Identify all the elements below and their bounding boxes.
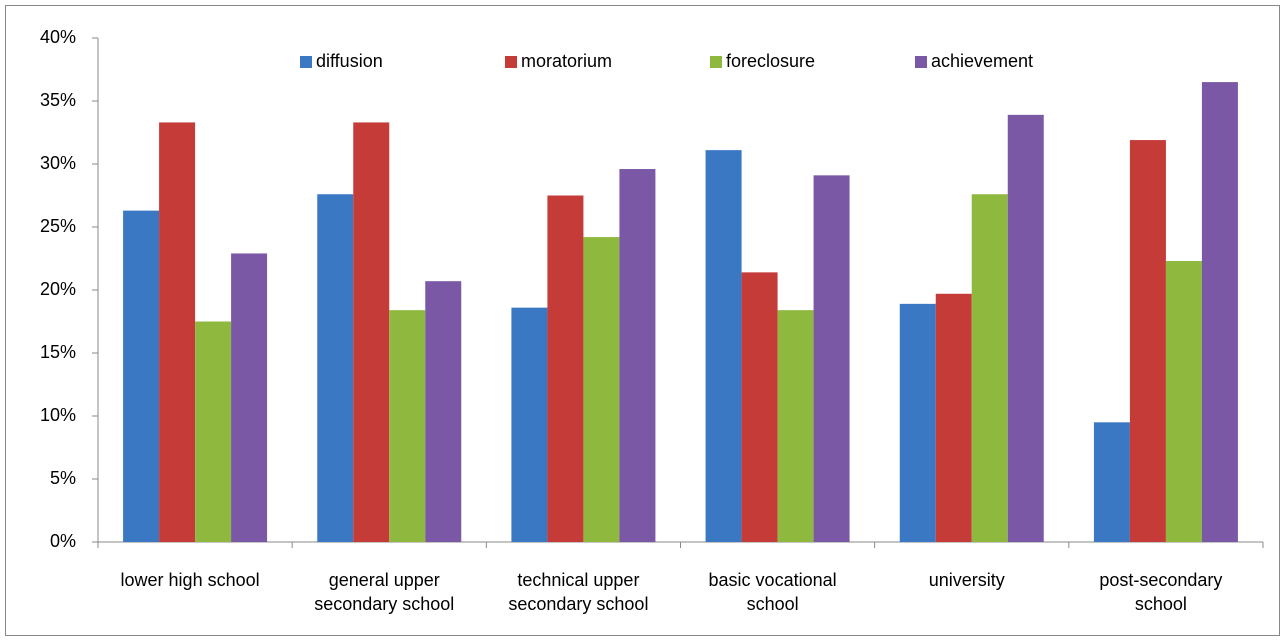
bar bbox=[511, 307, 548, 542]
x-tick-label: post-secondary school bbox=[1099, 570, 1223, 614]
x-tick-label: university bbox=[928, 570, 1005, 590]
bar bbox=[777, 310, 814, 542]
bar bbox=[1129, 140, 1166, 542]
bar bbox=[705, 150, 742, 542]
bar bbox=[741, 272, 778, 542]
bar bbox=[813, 175, 850, 542]
x-tick-label: basic vocational school bbox=[708, 570, 837, 614]
y-tick-label: 25% bbox=[40, 216, 76, 236]
legend-swatch bbox=[915, 56, 927, 68]
bar bbox=[619, 169, 656, 543]
y-tick-label: 20% bbox=[40, 279, 76, 299]
x-tick-label: technical upper secondary school bbox=[508, 570, 649, 614]
bar bbox=[317, 194, 354, 543]
bar bbox=[1007, 114, 1044, 543]
y-tick-label: 35% bbox=[40, 90, 76, 110]
bar bbox=[899, 303, 936, 542]
y-tick-label: 5% bbox=[50, 468, 76, 488]
legend-swatch bbox=[505, 56, 517, 68]
y-tick-label: 40% bbox=[40, 27, 76, 47]
bar bbox=[159, 122, 196, 543]
bar bbox=[971, 194, 1008, 543]
y-tick-label: 10% bbox=[40, 405, 76, 425]
legend-label: diffusion bbox=[316, 51, 383, 71]
y-tick-label: 15% bbox=[40, 342, 76, 362]
legend-label: achievement bbox=[931, 51, 1033, 71]
bar bbox=[353, 122, 390, 543]
legend-swatch bbox=[300, 56, 312, 68]
x-tick-label: general upper secondary school bbox=[314, 570, 455, 614]
bar bbox=[389, 310, 426, 542]
bar bbox=[231, 253, 268, 542]
bar bbox=[1201, 82, 1238, 542]
bar bbox=[583, 237, 620, 542]
bar bbox=[195, 321, 232, 542]
y-tick-label: 30% bbox=[40, 153, 76, 173]
legend-label: moratorium bbox=[521, 51, 612, 71]
legend-swatch bbox=[710, 56, 722, 68]
bar bbox=[123, 210, 160, 542]
bar bbox=[1165, 261, 1202, 542]
bar bbox=[547, 195, 584, 542]
legend-label: foreclosure bbox=[726, 51, 815, 71]
bar bbox=[1093, 422, 1130, 542]
y-tick-label: 0% bbox=[50, 531, 76, 551]
x-tick-label: lower high school bbox=[120, 570, 260, 590]
bar bbox=[425, 281, 462, 542]
bar bbox=[935, 293, 972, 542]
